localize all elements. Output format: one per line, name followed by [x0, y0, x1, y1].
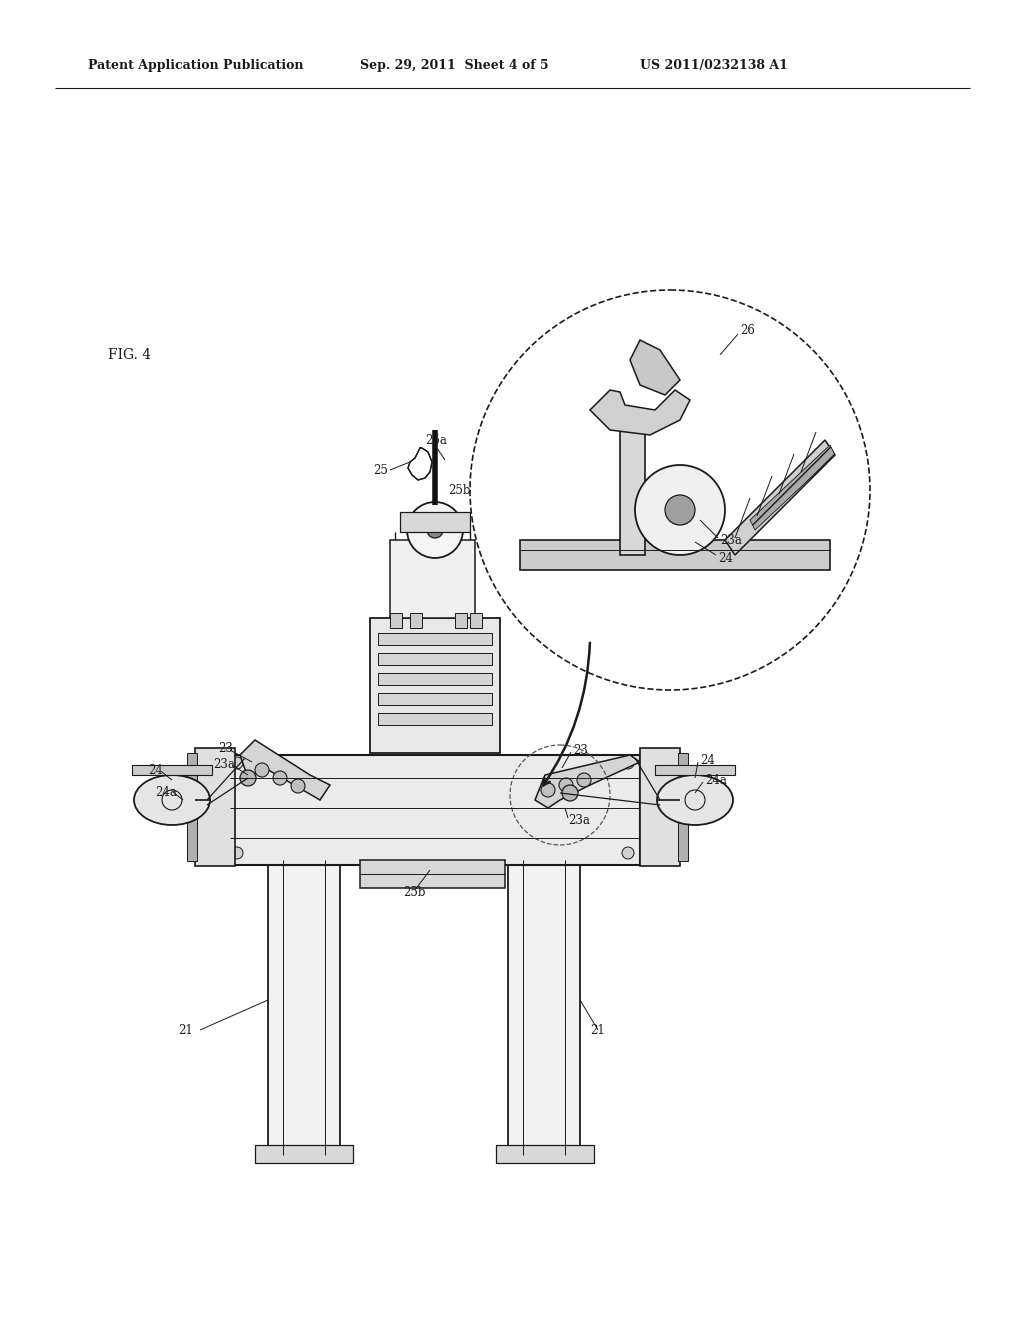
- Text: 21: 21: [590, 1023, 605, 1036]
- Circle shape: [255, 763, 269, 777]
- Bar: [378, 713, 492, 725]
- Bar: [655, 766, 735, 775]
- Text: FIG. 4: FIG. 4: [108, 348, 152, 362]
- Circle shape: [635, 465, 725, 554]
- Circle shape: [231, 756, 243, 770]
- Circle shape: [622, 847, 634, 859]
- Bar: [187, 752, 197, 861]
- Text: 21: 21: [178, 1023, 193, 1036]
- Circle shape: [559, 777, 573, 792]
- Ellipse shape: [657, 775, 733, 825]
- Bar: [470, 612, 482, 628]
- Bar: [678, 752, 688, 861]
- Bar: [496, 1144, 594, 1163]
- Text: 25b: 25b: [403, 886, 426, 899]
- Polygon shape: [535, 755, 640, 808]
- Bar: [378, 634, 492, 645]
- Polygon shape: [630, 341, 680, 395]
- Bar: [410, 612, 422, 628]
- Ellipse shape: [134, 775, 210, 825]
- Bar: [378, 693, 492, 705]
- Bar: [378, 653, 492, 665]
- Bar: [620, 411, 645, 554]
- Bar: [255, 1144, 353, 1163]
- Polygon shape: [725, 440, 835, 554]
- Circle shape: [472, 292, 868, 688]
- Text: 24: 24: [718, 552, 733, 565]
- Text: 25a: 25a: [425, 433, 446, 446]
- Bar: [640, 748, 680, 866]
- Circle shape: [665, 495, 695, 525]
- Bar: [360, 861, 505, 888]
- Text: 23: 23: [218, 742, 232, 755]
- Text: 26: 26: [740, 323, 755, 337]
- Bar: [390, 540, 475, 618]
- Circle shape: [273, 771, 287, 785]
- Bar: [132, 766, 212, 775]
- Text: Patent Application Publication: Patent Application Publication: [88, 58, 303, 71]
- Text: 24a: 24a: [155, 785, 177, 799]
- Text: 24: 24: [700, 754, 715, 767]
- Circle shape: [541, 783, 555, 797]
- Text: 23a: 23a: [568, 813, 590, 826]
- Text: 25b: 25b: [449, 483, 470, 496]
- Circle shape: [427, 521, 443, 539]
- Circle shape: [577, 774, 591, 787]
- Bar: [370, 618, 500, 752]
- Bar: [508, 861, 580, 1155]
- Bar: [378, 673, 492, 685]
- Circle shape: [562, 785, 578, 801]
- Text: 23a: 23a: [720, 533, 741, 546]
- Polygon shape: [750, 445, 835, 531]
- Text: US 2011/0232138 A1: US 2011/0232138 A1: [640, 58, 787, 71]
- Text: 23a: 23a: [213, 759, 234, 771]
- Bar: [390, 612, 402, 628]
- Circle shape: [291, 779, 305, 793]
- Polygon shape: [590, 389, 690, 436]
- Bar: [195, 748, 234, 866]
- Polygon shape: [408, 447, 432, 480]
- Text: 24a: 24a: [705, 774, 727, 787]
- Circle shape: [622, 756, 634, 770]
- Bar: [230, 755, 640, 865]
- Bar: [520, 540, 830, 570]
- Circle shape: [240, 770, 256, 785]
- Circle shape: [231, 847, 243, 859]
- Text: Sep. 29, 2011  Sheet 4 of 5: Sep. 29, 2011 Sheet 4 of 5: [360, 58, 549, 71]
- Text: 23: 23: [573, 743, 588, 756]
- Polygon shape: [240, 741, 330, 800]
- Text: 25: 25: [373, 463, 388, 477]
- Bar: [268, 861, 340, 1155]
- Circle shape: [407, 502, 463, 558]
- Bar: [455, 612, 467, 628]
- Bar: [400, 512, 470, 532]
- Text: 24: 24: [148, 763, 163, 776]
